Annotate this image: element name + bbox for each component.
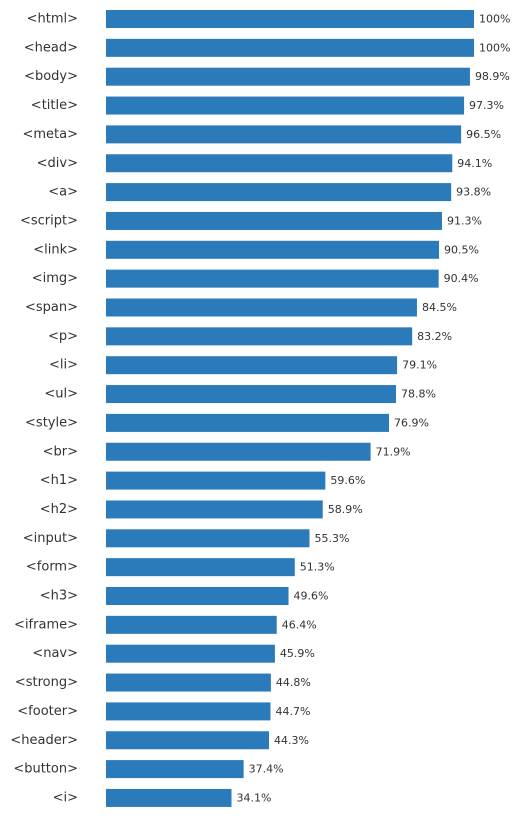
value-label: 44.8% [276,676,311,689]
bar [106,558,295,577]
bar [106,211,442,230]
category-label: <i> [53,790,78,805]
value-label: 90.5% [444,243,479,256]
bar [106,183,452,202]
category-label: <form> [26,560,78,575]
value-label: 100% [479,13,510,26]
bar [106,269,439,288]
category-label: <h2> [40,502,78,517]
value-label: 46.4% [282,618,317,631]
category-label: <meta> [22,127,78,142]
category-label: <br> [43,444,78,459]
bar [106,702,271,721]
bar [106,413,389,432]
value-label: 58.9% [328,503,363,516]
value-label: 93.8% [456,186,491,199]
bar [106,644,275,663]
value-label: 44.7% [276,705,311,718]
bar [106,298,417,317]
value-label: 83.2% [417,330,452,343]
category-label: <li> [49,358,78,373]
category-label: <span> [25,300,78,315]
value-label: 76.9% [394,416,429,429]
category-label: <div> [37,156,78,171]
value-label: 97.3% [469,99,504,112]
bar [106,673,271,692]
category-label: <footer> [17,704,78,719]
bar [106,500,323,519]
category-label: <ul> [44,387,78,402]
category-label: <iframe> [14,617,78,632]
value-label: 51.3% [300,561,335,574]
category-label: <script> [20,213,78,228]
bar [106,385,396,404]
category-label: <header> [10,733,78,748]
category-label: <button> [13,762,78,777]
category-label: <strong> [15,675,78,690]
category-label: <html> [27,12,78,27]
bar [106,96,465,115]
value-label: 45.9% [280,647,315,660]
value-label: 96.5% [466,128,501,141]
value-label: 100% [479,41,510,54]
bar [106,10,474,28]
category-label: <head> [24,40,78,55]
category-label: <h1> [40,473,78,488]
value-label: 37.4% [249,763,284,776]
value-label: 59.6% [330,474,365,487]
bar [106,442,371,461]
bar [106,38,474,57]
category-label: <input> [23,531,78,546]
category-label: <link> [33,242,78,257]
category-label: <nav> [32,646,78,661]
category-label: <a> [48,185,78,200]
bar [106,154,453,173]
value-label: 94.1% [457,157,492,170]
value-label: 90.4% [444,272,479,285]
category-label: <body> [24,69,78,84]
bar [106,471,326,490]
value-label: 98.9% [475,70,510,83]
bar [106,327,413,346]
bar [106,760,244,779]
bar [106,125,462,144]
bar [106,587,289,605]
category-label: <h3> [40,589,78,604]
bar [106,356,398,375]
value-label: 78.8% [401,388,436,401]
category-label: <img> [32,271,78,286]
value-label: 84.5% [422,301,457,314]
bar [106,615,277,634]
bar [106,529,310,548]
value-label: 71.9% [376,445,411,458]
value-label: 44.3% [274,734,309,747]
category-label: <p> [48,329,78,344]
value-label: 34.1% [236,791,271,804]
bar [106,67,470,86]
bar [106,731,270,750]
value-label: 91.3% [447,214,482,227]
value-label: 55.3% [315,532,350,545]
bar [106,788,232,807]
category-label: <style> [25,415,78,430]
category-label: <title> [31,98,78,113]
value-label: 49.6% [294,590,329,603]
bar [106,240,440,259]
value-label: 79.1% [402,359,437,372]
